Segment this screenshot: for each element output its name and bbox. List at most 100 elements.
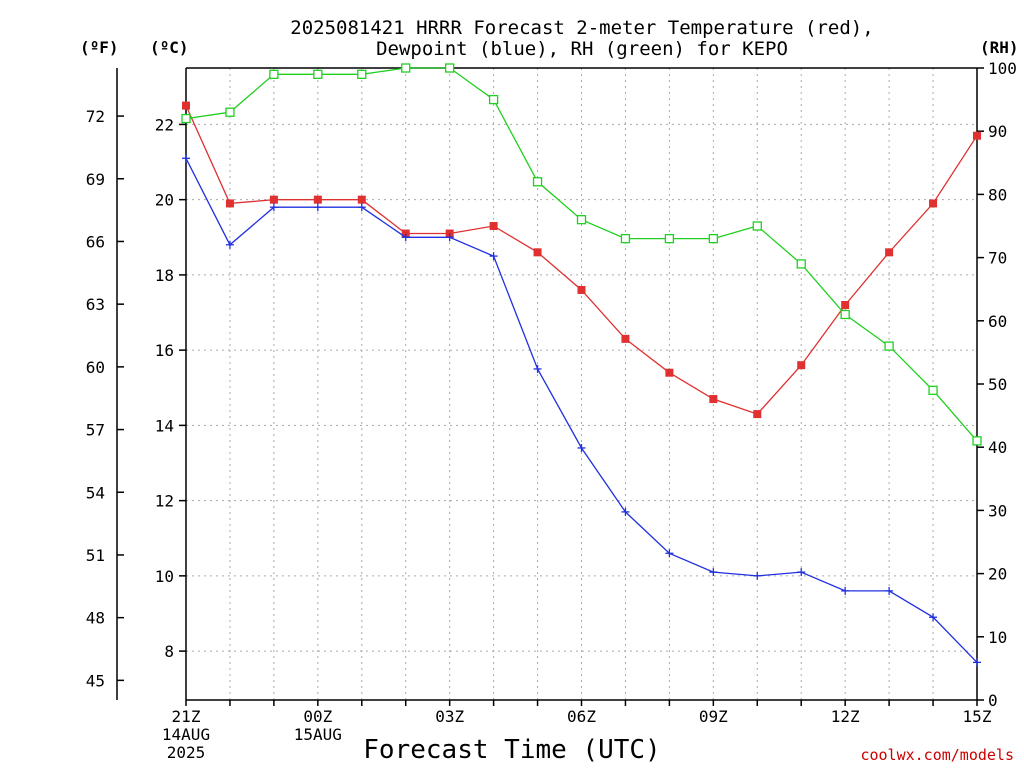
x-tick-label: 14AUG (162, 725, 210, 744)
celsius-tick-label: 14 (155, 416, 174, 435)
temperature-point (225, 199, 234, 208)
dewpoint-point (313, 203, 322, 212)
temperature-point (709, 395, 718, 404)
temperature-point (665, 368, 674, 377)
rh-point (620, 233, 631, 244)
x-tick-label: 09Z (699, 707, 728, 726)
dewpoint-point (182, 154, 190, 163)
rh-tick-label: 100 (988, 59, 1017, 78)
rh-point (796, 259, 806, 269)
celsius-tick-label: 18 (155, 266, 174, 285)
celsius-tick-label: 16 (155, 341, 174, 360)
temperature-point (885, 248, 894, 257)
credit-link[interactable]: coolwx.com/models (860, 746, 1014, 764)
fahrenheit-tick-label: 69 (86, 170, 105, 189)
x-tick-label: 15AUG (294, 725, 342, 744)
rh-point (357, 69, 367, 79)
rh-tick-label: 30 (988, 501, 1007, 520)
temperature-point (269, 195, 278, 204)
rh-point (488, 94, 499, 105)
rh-point (708, 233, 718, 244)
temperature-point (357, 195, 366, 204)
dewpoint-point (841, 586, 850, 595)
temperature-point (313, 195, 322, 204)
temperature-point (533, 248, 542, 257)
rh-point (532, 177, 543, 187)
rh-tick-label: 90 (988, 122, 1007, 141)
fahrenheit-tick-label: 60 (86, 358, 105, 377)
temperature-point (489, 222, 498, 230)
rh-point (313, 69, 323, 79)
dewpoint-point (577, 443, 586, 452)
rh-point (664, 233, 675, 244)
rh-tick-label: 40 (988, 438, 1007, 457)
fahrenheit-tick-label: 54 (86, 483, 105, 502)
series-layer (181, 63, 982, 667)
x-tick-label: 00Z (303, 707, 332, 726)
rh-point (884, 341, 894, 351)
rh-unit-label: (RH) (980, 38, 1019, 57)
fahrenheit-unit-label: (ºF) (80, 38, 119, 57)
temperature-point (973, 131, 981, 140)
temperature-point (577, 285, 586, 294)
rh-point (752, 221, 762, 231)
dewpoint-point (753, 571, 762, 580)
celsius-tick-label: 12 (155, 492, 174, 511)
rh-point (401, 63, 411, 73)
fahrenheit-tick-label: 72 (86, 107, 105, 126)
celsius-tick-label: 8 (164, 642, 174, 661)
fahrenheit-tick-label: 66 (86, 232, 105, 251)
chart-title-line1: 2025081421 HRRR Forecast 2-meter Tempera… (290, 17, 873, 39)
grid-layer (186, 68, 977, 700)
rh-tick-label: 60 (988, 312, 1007, 331)
chart-title-line2: Dewpoint (blue), RH (green) for KEPO (376, 38, 788, 60)
celsius-tick-label: 20 (155, 191, 174, 210)
x-axis-label: Forecast Time (UTC) (363, 735, 660, 765)
dewpoint-point (225, 240, 234, 249)
rh-tick-label: 20 (988, 565, 1007, 584)
dewpoint-point (885, 586, 894, 595)
rh-point (576, 215, 587, 225)
dewpoint-point (929, 613, 938, 622)
dewpoint-point (533, 364, 542, 373)
rh-tick-label: 50 (988, 375, 1007, 394)
x-tick-label: 12Z (831, 707, 860, 726)
rh-point (269, 69, 279, 79)
temperature-point (753, 410, 762, 419)
rh-point (840, 309, 850, 320)
dewpoint-point (797, 568, 806, 577)
x-tick-label: 2025 (167, 743, 206, 762)
rh-point (181, 113, 191, 124)
dewpoint-point (357, 203, 366, 212)
fahrenheit-tick-label: 63 (86, 295, 105, 314)
rh-tick-label: 70 (988, 249, 1007, 268)
dewpoint-point (973, 658, 981, 667)
dewpoint-point (401, 233, 410, 242)
rh-point (972, 436, 982, 446)
dewpoint-point (489, 252, 498, 261)
temperature-point (841, 301, 850, 309)
celsius-tick-label: 10 (155, 567, 174, 586)
rh-tick-label: 10 (988, 628, 1007, 647)
x-tick-label: 21Z (172, 707, 201, 726)
dewpoint-point (665, 549, 674, 558)
fahrenheit-tick-label: 45 (86, 671, 105, 690)
rh-point (225, 107, 235, 117)
fahrenheit-tick-label: 57 (86, 421, 105, 440)
rh-tick-label: 0 (988, 691, 998, 710)
dewpoint-point (269, 203, 278, 212)
x-tick-label: 06Z (567, 707, 596, 726)
fahrenheit-tick-label: 48 (86, 609, 105, 628)
rh-point (928, 385, 938, 395)
temperature-line (185, 105, 978, 415)
temperature-point (929, 199, 938, 208)
x-tick-label: 15Z (963, 707, 992, 726)
temperature-point (621, 334, 630, 343)
rh-point (445, 63, 455, 73)
dewpoint-point (621, 507, 630, 516)
fahrenheit-tick-label: 51 (86, 546, 105, 565)
temperature-point (797, 361, 806, 370)
celsius-unit-label: (ºC) (150, 38, 189, 57)
temperature-point (182, 101, 190, 110)
